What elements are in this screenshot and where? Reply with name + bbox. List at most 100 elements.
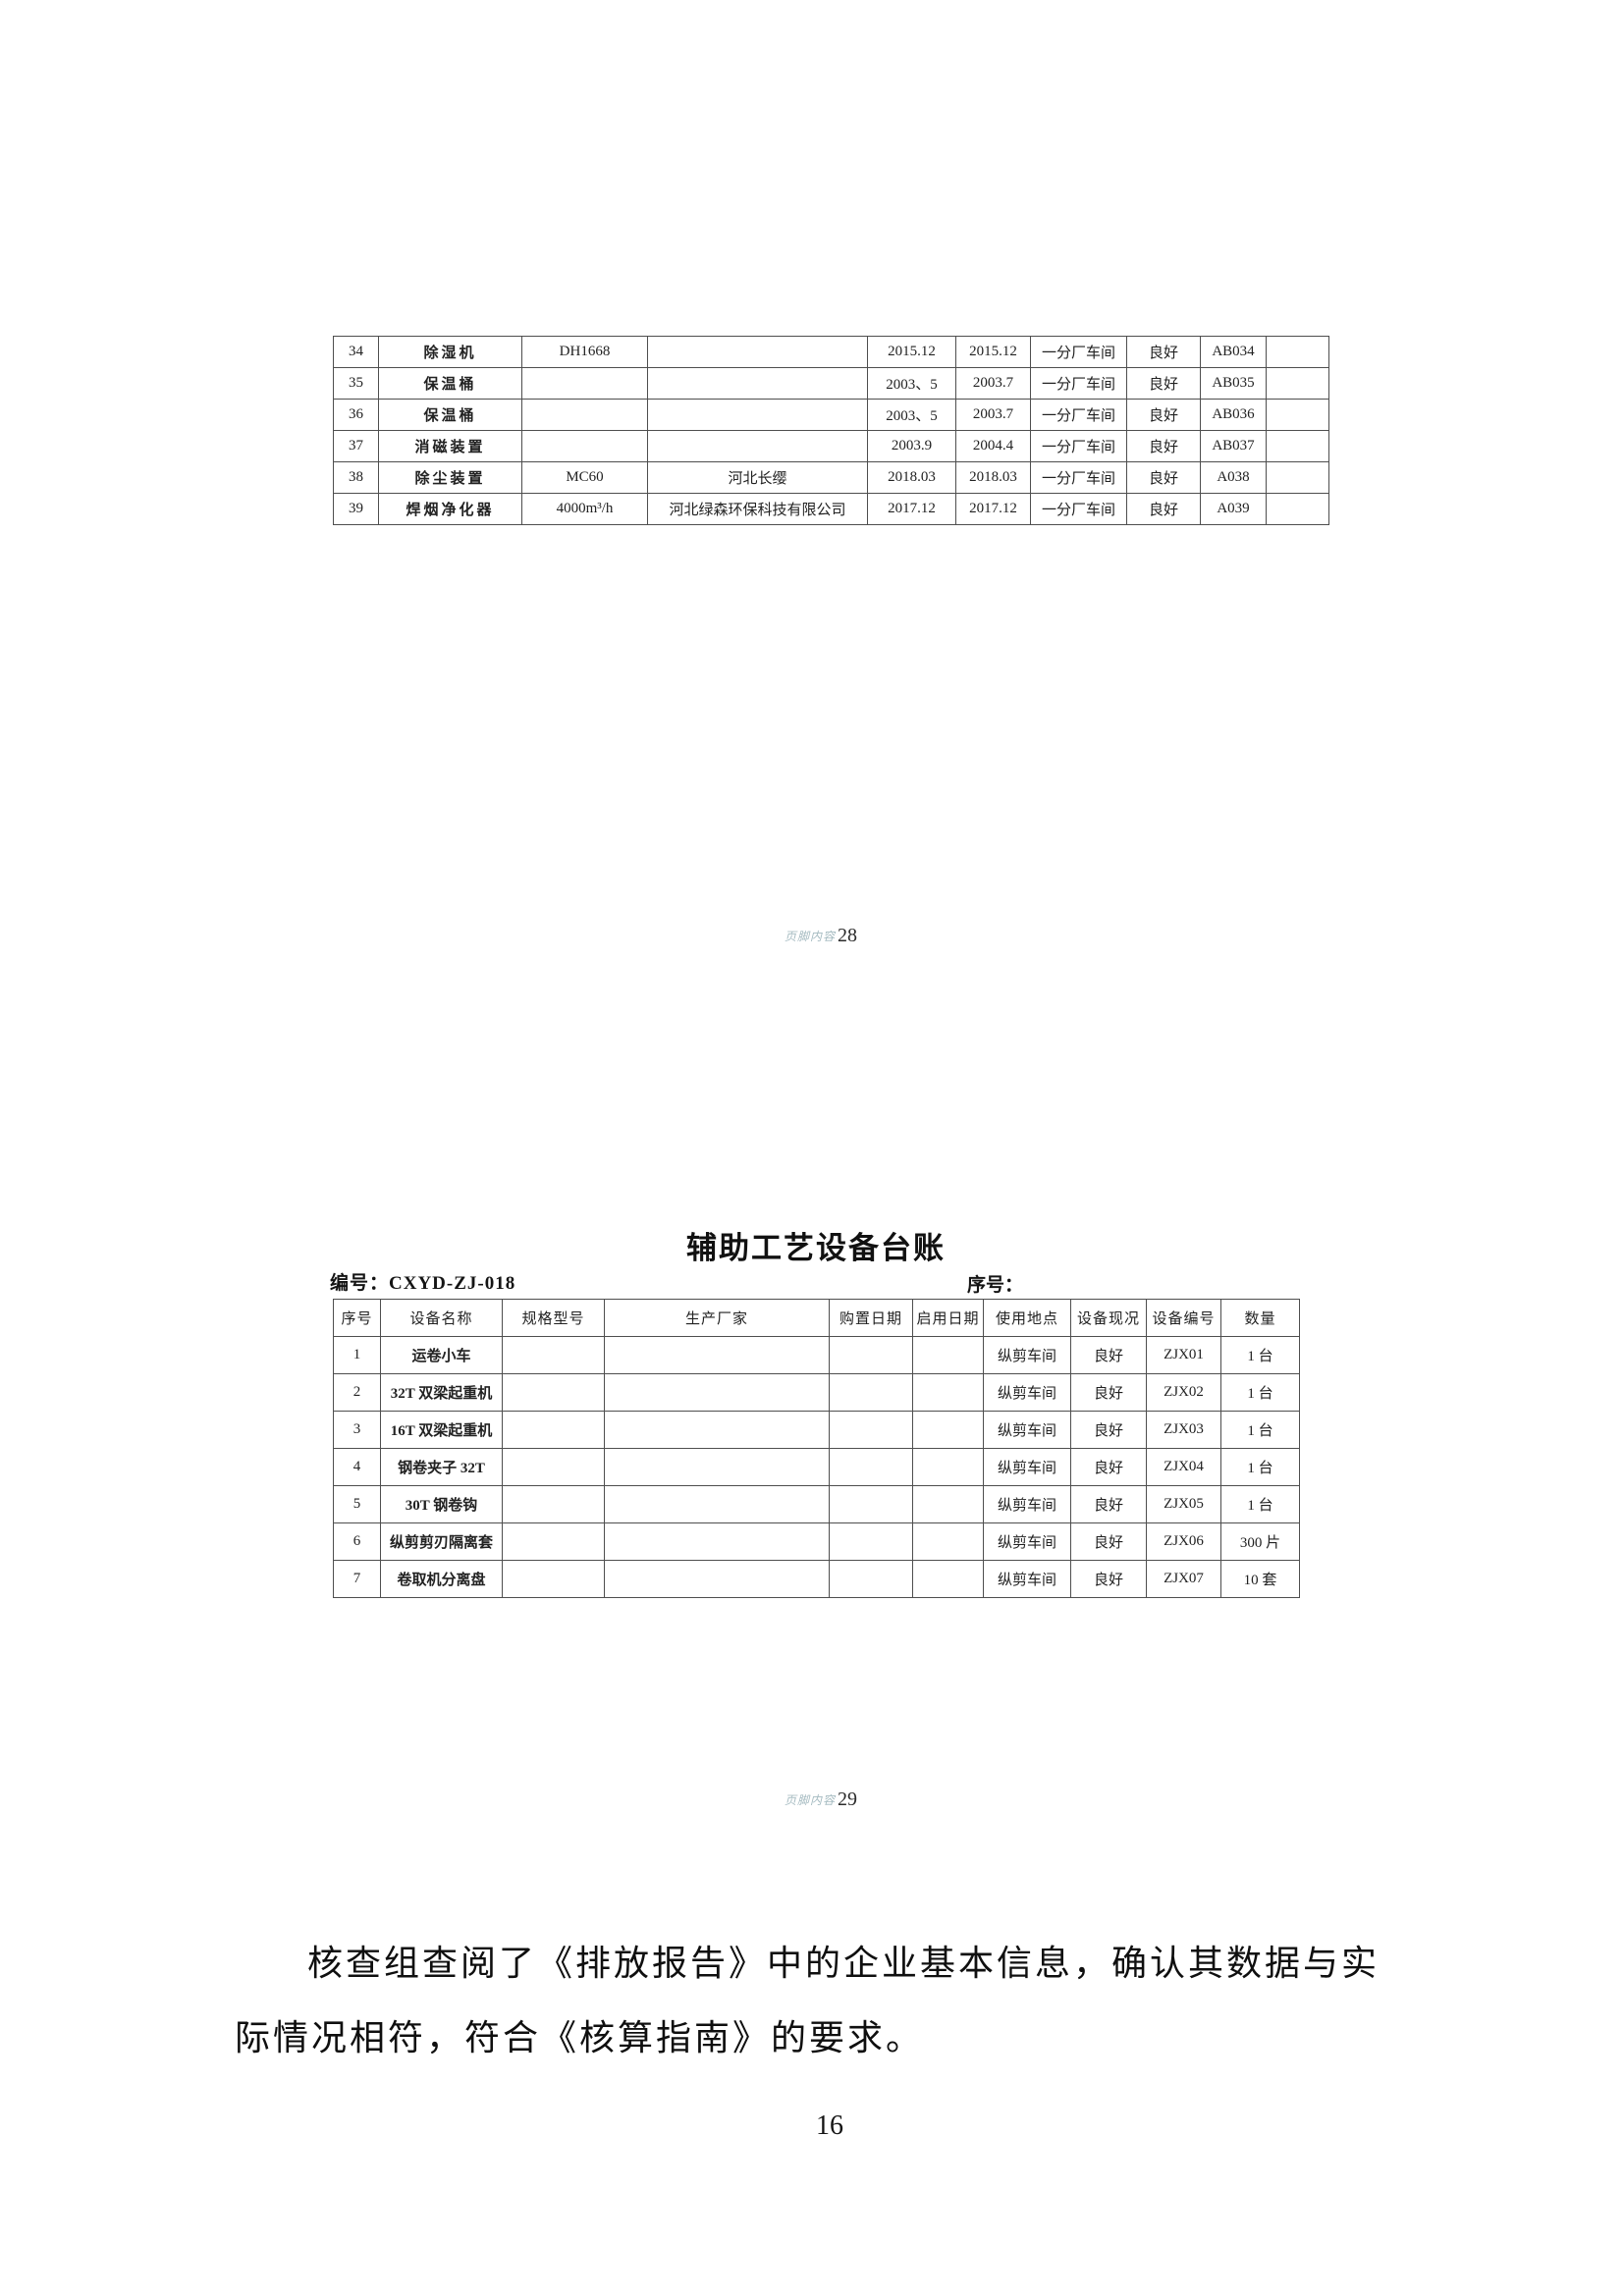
table-cell: 钢卷夹子 32T [380,1448,503,1486]
table-cell: A038 [1200,461,1267,494]
table-cell: ZJX01 [1146,1336,1221,1374]
table-cell: 良好 [1070,1485,1147,1523]
table-cell: 河北长缨 [647,461,868,494]
table-cell: 2017.12 [867,493,956,525]
table-cell: 良好 [1126,430,1201,462]
table-cell: ZJX04 [1146,1448,1221,1486]
table-cell: ZJX03 [1146,1411,1221,1449]
table-cell: 1 台 [1220,1336,1300,1374]
column-header: 购置日期 [829,1299,913,1337]
column-header: 数量 [1220,1299,1300,1337]
table-cell [502,1448,605,1486]
table-cell [502,1373,605,1412]
table-cell: 4 [333,1448,381,1486]
column-header: 设备名称 [380,1299,503,1337]
auxiliary-table-body: 1 运卷小车 纵剪车间 良好 ZJX01 1 台 2 32T 双梁起重机 纵剪车间 良好 ZJX02… [333,1336,1300,1598]
table-cell: 2003.7 [955,367,1031,400]
table-cell [502,1522,605,1561]
table-cell: 2003、5 [867,399,956,431]
table-cell [604,1448,830,1486]
table-cell: 运卷小车 [380,1336,503,1374]
table-cell [647,367,868,400]
body-paragraph: 核查组查阅了《排放报告》中的企业基本信息，确认其数据与实际情况相符，符合《核算指… [235,1926,1408,2075]
table-cell: ZJX06 [1146,1522,1221,1561]
table-cell: 良好 [1070,1336,1147,1374]
table-cell [1266,336,1329,368]
equipment-ledger-table-continued: 34 除湿机 DH1668 2015.12 2015.12 一分厂车间 良好 AB034 35 保… [333,336,1329,525]
page-footer-29: 页脚内容 29 [785,1789,857,1811]
table-cell: 30T 钢卷钩 [380,1485,503,1523]
table-cell: 2018.03 [955,461,1031,494]
table-cell: 34 [333,336,379,368]
table-cell: 2 [333,1373,381,1412]
table-cell: 6 [333,1522,381,1561]
table-cell [829,1522,913,1561]
table-cell: 4000m³/h [521,493,648,525]
table-cell: DH1668 [521,336,648,368]
table-cell: 16T 双梁起重机 [380,1411,503,1449]
table-cell: 纵剪车间 [983,1373,1071,1412]
table-cell: 保温桶 [378,367,522,400]
table-cell: 良好 [1070,1560,1147,1598]
table-cell [521,430,648,462]
table-cell: 300 片 [1220,1522,1300,1561]
table-row: 5 30T 钢卷钩 纵剪车间 良好 ZJX05 1 台 [333,1485,1300,1523]
table-row: 34 除湿机 DH1668 2015.12 2015.12 一分厂车间 良好 AB034 [333,336,1329,368]
table-cell: 2003.7 [955,399,1031,431]
footer-content-label: 页脚内容 [785,930,837,943]
table-cell [502,1560,605,1598]
table-cell: ZJX02 [1146,1373,1221,1412]
table-cell: 纵剪剪刃隔离套 [380,1522,503,1561]
table-row: 37 消磁装置 2003.9 2004.4 一分厂车间 良好 AB037 [333,430,1329,462]
table-cell [647,430,868,462]
table-cell [912,1336,984,1374]
table-cell: 3 [333,1411,381,1449]
column-header: 设备编号 [1146,1299,1221,1337]
table-cell: 卷取机分离盘 [380,1560,503,1598]
body-paragraph-line: 际情况相符，符合《核算指南》的要求。 [235,2018,925,2057]
table-cell: 32T 双梁起重机 [380,1373,503,1412]
table-cell: 1 台 [1220,1448,1300,1486]
column-header: 序号 [333,1299,381,1337]
table-cell: 良好 [1070,1411,1147,1449]
table-cell: 消磁装置 [378,430,522,462]
column-header: 设备现况 [1070,1299,1147,1337]
table-cell: 保温桶 [378,399,522,431]
table-cell [604,1485,830,1523]
table-cell: 纵剪车间 [983,1522,1071,1561]
table-cell [829,1411,913,1449]
table-cell [604,1336,830,1374]
table-row: 38 除尘装置 MC60 河北长缨 2018.03 2018.03 一分厂车间 良好 A038 [333,461,1329,494]
table-cell: AB035 [1200,367,1267,400]
table-cell: 纵剪车间 [983,1336,1071,1374]
body-paragraph-line: 核查组查阅了《排放报告》中的企业基本信息，确认其数据与实 [307,1944,1380,1983]
table-cell [502,1485,605,1523]
table-cell [829,1560,913,1598]
table-cell: 2015.12 [867,336,956,368]
column-header: 启用日期 [912,1299,984,1337]
table-cell: 5 [333,1485,381,1523]
table-cell: 一分厂车间 [1030,367,1127,400]
table-cell: 一分厂车间 [1030,493,1127,525]
table-cell: 一分厂车间 [1030,430,1127,462]
table-cell [912,1448,984,1486]
page-footer-28: 页脚内容 28 [785,925,857,947]
table-cell [1266,399,1329,431]
table-cell: 2017.12 [955,493,1031,525]
table-cell [604,1411,830,1449]
table-header-row: 序号 设备名称 规格型号 生产厂家 购置日期 启用日期 使用地点 设备现况 设备编号 数量 [333,1299,1300,1337]
table-cell: AB036 [1200,399,1267,431]
table-cell: 良好 [1070,1373,1147,1412]
table-cell: 良好 [1126,367,1201,400]
equipment-table-body: 34 除湿机 DH1668 2015.12 2015.12 一分厂车间 良好 AB034 35 保… [333,336,1329,525]
table-cell: 河北绿森环保科技有限公司 [647,493,868,525]
table-cell: 良好 [1070,1522,1147,1561]
table-cell [604,1560,830,1598]
table-cell [912,1560,984,1598]
table-cell [912,1411,984,1449]
table-cell: 良好 [1126,399,1201,431]
footer-page-number: 28 [838,925,858,946]
table-cell [1266,493,1329,525]
table-cell [912,1485,984,1523]
